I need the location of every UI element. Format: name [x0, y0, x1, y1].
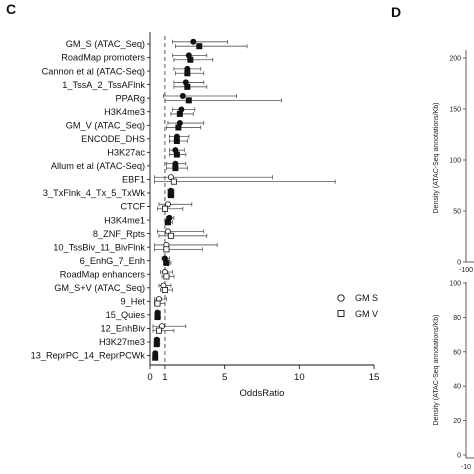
category-label: Allum et al (ATAC-Seq)	[51, 161, 145, 171]
x-tick-label: 15	[369, 372, 380, 383]
x-tick-label: 1	[162, 372, 167, 383]
gm-v-point	[154, 300, 161, 307]
category-label: RoadMap promoters	[61, 53, 145, 63]
gm-v-point	[176, 110, 183, 117]
panel-d-top-y-tick-label: 0	[457, 260, 461, 267]
panel-d-top-y-tick-label: 200	[449, 56, 461, 63]
gm-v-point	[164, 219, 171, 226]
x-tick-label: 10	[294, 372, 305, 383]
panel-d-top-ylabel: Density (ATAC-Seq annotations/Kb)	[433, 102, 440, 213]
forest-marks	[152, 38, 336, 361]
panel-d-top-plot: 200 150 100 50 0 -100 Density (ATAC-Seq anno…	[433, 50, 474, 274]
gm-v-point	[163, 246, 170, 253]
panel-d-bottom-y-tick-label: 0	[457, 453, 461, 460]
gm-v-point	[152, 354, 159, 361]
panel-c-letter: C	[6, 1, 16, 17]
category-label: H3K27me3	[99, 337, 145, 347]
category-label: RoadMap enhancers	[60, 269, 146, 279]
gm-s-point	[179, 92, 186, 99]
gm-v-point	[161, 205, 168, 212]
category-label: 1_TssA_2_TssAFlnk	[62, 80, 145, 90]
gm-v-point	[173, 151, 180, 158]
category-label: H3K4me1	[104, 215, 145, 225]
legend-label-gm-s: GM S	[355, 293, 378, 303]
gm-v-point	[163, 259, 170, 266]
panel-d-top-x-tick: -100	[459, 267, 473, 274]
category-label: H3K4me3	[104, 107, 145, 117]
gm-v-point	[173, 138, 180, 145]
category-label: 8_ZNF_Rpts	[93, 229, 145, 239]
category-label: 15_Quies	[106, 310, 146, 320]
x-axis-ticks: 0 1 5 10 15	[147, 365, 379, 383]
category-label: 10_TssBiv_11_BivFlnk	[53, 242, 145, 252]
legend-circle-icon	[337, 294, 345, 302]
gm-v-point	[196, 43, 203, 50]
category-label: PPARg	[116, 93, 145, 103]
panel-d-bottom-ylabel: Density (ATAC-Seq annotations/Kb)	[433, 314, 440, 425]
x-tick-label: 0	[147, 372, 152, 383]
panel-d-bottom-y-tick-label: 80	[453, 315, 461, 322]
panel-d-letter: D	[391, 4, 401, 20]
category-label: ENCODE_DHS	[81, 134, 145, 144]
gm-v-point	[153, 341, 160, 348]
legend-square-icon	[337, 310, 345, 317]
gm-v-point	[163, 273, 170, 280]
panel-d-bottom-y-tick-label: 60	[453, 349, 461, 356]
legend-label-gm-v: GM V	[355, 309, 378, 319]
gm-v-point	[185, 97, 192, 104]
panel-d-top-y-tick-label: 50	[453, 209, 461, 216]
panel-d-bottom-x-tick: -10	[461, 464, 471, 471]
y-axis-ticks	[147, 43, 150, 356]
category-label: 6_EnhG_7_Enh	[80, 256, 145, 266]
gm-v-point	[161, 286, 168, 293]
gm-v-point	[170, 178, 177, 185]
panel-d-bottom-y-tick-label: 40	[453, 384, 461, 391]
gm-v-point	[187, 56, 194, 63]
panel-d-bottom-y-tick-label: 100	[449, 281, 461, 288]
panel-d-bottom-y-tick-label: 20	[453, 418, 461, 425]
category-label: GM_V (ATAC_Seq)	[66, 120, 145, 130]
category-label: 12_EnhBiv	[101, 324, 146, 334]
gm-v-point	[167, 192, 174, 199]
panel-d-bottom-plot: 100 80 60 40 20 0 -10 Density (ATAC-Seq annot…	[433, 281, 474, 471]
category-label: 9_Het	[120, 297, 145, 307]
gm-v-point	[184, 70, 191, 77]
legend: GM S GM V	[337, 293, 378, 319]
x-axis-title: OddsRatio	[240, 388, 285, 399]
gm-v-point	[167, 232, 174, 239]
gm-v-point	[184, 83, 191, 90]
gm-v-point	[175, 124, 182, 131]
forest-plot: GM_S (ATAC_Seq) RoadMap promoters Cannon e…	[31, 32, 379, 399]
category-label: Cannon et al (ATAC-Seq)	[42, 66, 145, 76]
x-tick-label: 5	[222, 372, 227, 383]
panel-d-top-y-tick-label: 100	[449, 158, 461, 165]
category-label: 13_ReprPC_14_ReprPCWk	[31, 351, 146, 361]
category-label: H3K27ac	[107, 148, 145, 158]
gm-v-point	[154, 314, 161, 321]
gm-s-point	[190, 38, 197, 45]
category-labels: GM_S (ATAC_Seq) RoadMap promoters Cannon e…	[31, 39, 146, 361]
gm-v-point	[172, 165, 179, 172]
gm-v-point	[155, 327, 162, 334]
category-label: GM_S (ATAC_Seq)	[66, 39, 145, 49]
category-label: 3_TxFlnk_4_Tx_5_TxWk	[43, 188, 146, 198]
category-label: CTCF	[121, 202, 146, 212]
category-label: GM_S+V (ATAC_Seq)	[54, 283, 145, 293]
panel-d-bottom-ticks: 100 80 60 40 20 0	[449, 281, 466, 460]
category-label: EBF1	[122, 175, 145, 185]
panel-d-top-y-tick-label: 150	[449, 107, 461, 114]
panel-d-top-ticks: 200 150 100 50 0	[449, 56, 466, 267]
